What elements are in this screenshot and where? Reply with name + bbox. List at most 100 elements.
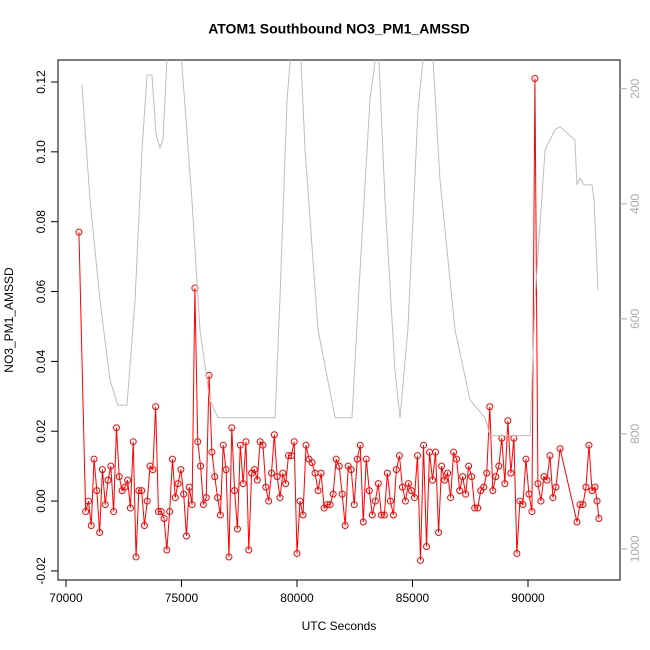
y2-tick-label: 200	[628, 78, 642, 98]
data-point	[98, 466, 106, 474]
data-point	[177, 466, 185, 474]
data-point	[386, 497, 394, 505]
data-point	[299, 511, 307, 519]
data-point	[380, 511, 388, 519]
data-point	[365, 487, 373, 495]
x-tick-label: 85000	[396, 591, 430, 605]
x-tick-label: 75000	[165, 591, 199, 605]
data-point	[546, 452, 554, 460]
data-point	[495, 462, 503, 470]
data-point	[199, 501, 207, 509]
data-point	[214, 494, 222, 502]
data-point	[216, 511, 224, 519]
data-point	[389, 511, 397, 519]
data-point	[435, 529, 443, 537]
data-point	[456, 487, 464, 495]
data-point	[471, 504, 479, 512]
data-point	[335, 462, 343, 470]
data-point	[531, 75, 539, 83]
data-point	[308, 459, 316, 467]
data-point	[537, 497, 545, 505]
data-line	[78, 78, 600, 561]
data-point	[582, 483, 590, 491]
data-point	[104, 476, 112, 484]
data-point	[93, 487, 101, 495]
data-point	[486, 403, 494, 411]
data-point	[293, 549, 301, 557]
y-tick-label: 0.06	[34, 280, 48, 304]
data-point	[543, 476, 551, 484]
data-point	[423, 542, 431, 550]
data-point	[152, 403, 160, 411]
data-point	[525, 490, 533, 498]
data-point	[398, 483, 406, 491]
data-point	[180, 490, 188, 498]
data-point	[465, 462, 473, 470]
data-point	[468, 473, 476, 481]
data-point	[489, 487, 497, 495]
data-point	[377, 511, 385, 519]
data-point	[282, 480, 290, 488]
data-point	[182, 532, 190, 540]
data-point	[236, 441, 244, 449]
data-point	[407, 487, 415, 495]
data-point	[211, 473, 219, 481]
data-point	[356, 441, 364, 449]
data-point	[404, 480, 412, 488]
data-point	[401, 497, 409, 505]
data-point	[163, 546, 171, 554]
data-point	[326, 501, 334, 509]
data-point	[368, 511, 376, 519]
data-point	[262, 483, 270, 491]
data-point	[595, 515, 603, 523]
data-point	[222, 466, 230, 474]
data-point	[219, 441, 227, 449]
data-point	[239, 480, 247, 488]
x-tick-label: 70000	[49, 591, 83, 605]
data-point	[329, 490, 337, 498]
y-tick-label: 0.02	[34, 419, 48, 443]
data-point	[287, 452, 295, 460]
data-point	[459, 473, 467, 481]
data-point	[438, 462, 446, 470]
data-point	[341, 522, 349, 530]
data-point	[314, 487, 322, 495]
data-point	[350, 501, 358, 509]
data-point	[347, 466, 355, 474]
y2-tick-label: 800	[628, 424, 642, 444]
data-point	[191, 284, 199, 292]
data-point	[441, 476, 449, 484]
data-point	[556, 445, 564, 453]
data-point	[75, 228, 83, 236]
data-line	[81, 60, 599, 437]
data-point	[112, 424, 120, 432]
data-point	[171, 494, 179, 502]
y-tick-label: -0.02	[34, 557, 48, 585]
data-point	[197, 462, 205, 470]
data-point	[338, 490, 346, 498]
data-point	[135, 487, 143, 495]
data-point	[410, 494, 418, 502]
data-point	[552, 483, 560, 491]
data-point	[101, 501, 109, 509]
data-point	[265, 497, 273, 505]
data-point	[250, 466, 258, 474]
data-point	[185, 483, 193, 491]
data-point	[129, 438, 137, 446]
data-point	[591, 483, 599, 491]
data-point	[115, 473, 123, 481]
y-tick-label: 0.00	[34, 489, 48, 513]
data-point	[228, 424, 236, 432]
data-point	[579, 501, 587, 509]
data-point	[593, 497, 601, 505]
data-point	[296, 497, 304, 505]
data-point	[462, 490, 470, 498]
data-point	[585, 441, 593, 449]
data-point	[90, 455, 98, 463]
plot-frame	[57, 59, 621, 581]
data-point	[522, 455, 530, 463]
y2-tick-label: 600	[628, 309, 642, 329]
y-tick-label: 0.12	[34, 70, 48, 94]
y-tick-label: 0.08	[34, 210, 48, 234]
